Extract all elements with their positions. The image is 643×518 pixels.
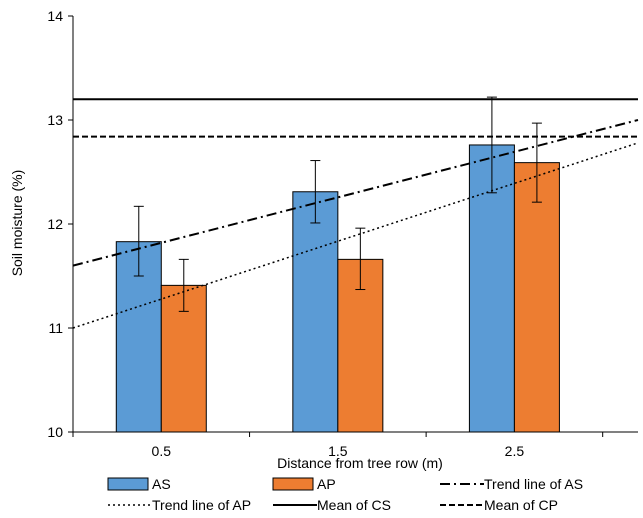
line-trend-line-of-ap [72,142,639,329]
legend-label-as: AS [152,476,171,492]
x-axis-label: Distance from tree row (m) [277,455,443,471]
x-tick-label: 1.5 [328,443,348,459]
bar-ap [513,162,560,433]
y-tick-label: 14 [47,8,63,24]
legend-label-ap: AP [317,476,336,492]
legend-label-trend-line-of-as: Trend line of AS [484,476,583,492]
y-tick-label: 12 [47,216,63,232]
legend-swatch-as [107,477,149,491]
line-trend-line-of-as [72,119,639,267]
plot-area: 10 11 12 13 14 0.5 1.5 2.5 [47,8,639,459]
legend-swatch-ap [272,477,314,491]
x-tick-label: 2.5 [505,443,525,459]
y-axis-label: Soil moisture (%) [9,170,25,277]
y-tick-label: 11 [48,320,63,336]
legend-label-mean-of-cp: Mean of CP [484,497,558,513]
legend-label-trend-line-of-ap: Trend line of AP [152,497,251,513]
legend-label-mean-of-cs: Mean of CS [317,497,391,513]
y-tick-label: 13 [47,112,63,128]
y-tick-label: 10 [47,424,63,440]
x-tick-label: 0.5 [152,443,172,459]
bar-as [292,191,339,433]
legend: AS AP Trend line of AS Trend line of AP Mean… [107,476,583,513]
